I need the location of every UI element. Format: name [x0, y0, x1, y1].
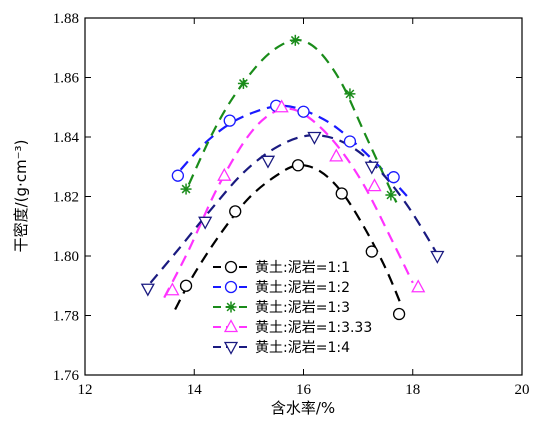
fit-curve-series-5: [149, 134, 442, 284]
data-point-series-3: [237, 77, 249, 89]
data-point-series-1: [291, 159, 305, 172]
data-point-series-2: [171, 169, 185, 182]
y-tick-label: 1.84: [53, 130, 80, 146]
y-axis-ticks: 1.76 1.78 1.80 1.82 1.84 1.86 1.88: [53, 11, 522, 384]
data-point-series-4: [411, 279, 426, 293]
data-point-series-5: [307, 131, 322, 145]
x-axis-label: 含水率/%: [271, 399, 335, 417]
data-point-series-1: [229, 205, 242, 218]
data-point-series-3: [180, 183, 192, 195]
data-point-series-1: [392, 307, 406, 321]
fit-curve-series-4: [163, 107, 414, 299]
fit-curve-series-1: [174, 164, 403, 311]
legend-label-2: 黄土:泥岩=1:2: [255, 279, 350, 296]
legend-marker-5: [223, 341, 239, 355]
legend-label-4: 黄土:泥岩=1:3.33: [255, 319, 372, 336]
legend-label-1: 黄土:泥岩=1:1: [255, 259, 350, 276]
data-point-series-1: [335, 187, 348, 200]
y-tick-label: 1.78: [53, 309, 79, 325]
data-point-series-5: [430, 250, 445, 264]
data-point-series-4: [217, 167, 232, 181]
y-tick-label: 1.80: [53, 249, 79, 265]
x-tick-label: 20: [515, 382, 530, 398]
data-point-series-4: [329, 148, 344, 162]
x-tick-label: 18: [405, 382, 420, 398]
data-point-series-3: [344, 88, 356, 100]
data-points: [140, 34, 445, 321]
legend-marker-4: [223, 319, 239, 333]
data-point-series-4: [274, 99, 289, 113]
data-point-series-4: [165, 282, 180, 296]
data-point-series-5: [260, 155, 276, 169]
y-axis-label: 干密度/(g·cm⁻³): [12, 140, 30, 253]
y-tick-label: 1.86: [53, 71, 80, 87]
data-point-series-1: [365, 245, 378, 258]
data-point-series-2: [343, 135, 357, 148]
data-point-series-5: [198, 216, 213, 230]
data-point-series-1: [179, 279, 193, 292]
data-point-series-5: [364, 161, 379, 175]
legend-label-5: 黄土:泥岩=1:4: [255, 339, 350, 356]
data-point-series-5: [140, 283, 155, 297]
data-point-series-3: [289, 34, 301, 46]
x-tick-label: 14: [187, 382, 203, 398]
legend: 黄土:泥岩=1:1 黄土:泥岩=1:2 黄土:泥岩=1:3 黄土:泥岩=1:3.33 黄…: [213, 259, 372, 356]
x-axis-ticks: 12 14 16 18 20: [78, 18, 530, 398]
legend-label-3: 黄土:泥岩=1:3: [255, 299, 350, 316]
y-tick-label: 1.88: [53, 11, 79, 27]
data-point-series-4: [367, 178, 382, 192]
legend-marker-1: [224, 260, 238, 274]
y-tick-label: 1.82: [53, 190, 79, 206]
legend-marker-2: [224, 280, 238, 294]
fit-curve-series-2: [179, 104, 409, 198]
data-point-series-2: [223, 114, 236, 127]
legend-marker-3: [225, 301, 237, 313]
y-tick-label: 1.76: [53, 368, 80, 384]
data-point-series-3: [385, 189, 397, 201]
x-tick-label: 12: [78, 382, 93, 398]
x-tick-label: 16: [296, 382, 312, 398]
data-point-series-2: [297, 105, 310, 118]
data-point-series-2: [387, 171, 400, 184]
